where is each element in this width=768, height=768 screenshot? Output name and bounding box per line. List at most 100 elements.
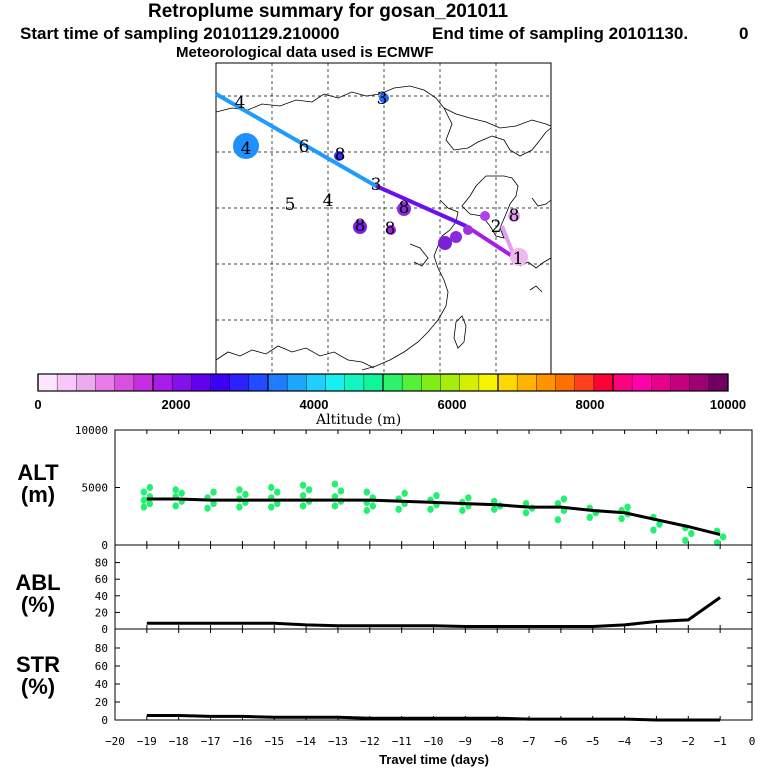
x-axis-label: Travel time (days) (379, 752, 489, 767)
map-day-label: 8 (335, 145, 346, 165)
coast-korea (461, 175, 519, 239)
altitude-point (146, 500, 154, 508)
map-day-label: 3 (377, 89, 388, 109)
colorbar-frame (37, 373, 729, 392)
altitude-point (210, 488, 217, 496)
trajectory-segment (464, 224, 514, 258)
altitude-point (433, 491, 440, 500)
altitude-point (178, 489, 185, 497)
altitude-point (491, 497, 498, 505)
panel-frame (114, 429, 753, 546)
y-tick-label: 60 (95, 660, 108, 673)
colorbar-swatch (708, 374, 729, 391)
x-tick-label: −16 (232, 735, 252, 748)
border-south (215, 345, 375, 369)
y-tick-label: 0 (101, 539, 108, 552)
sampling-end-suffix: 0 (739, 24, 749, 43)
x-tick-label: −14 (296, 735, 316, 748)
x-tick-label: −12 (360, 735, 380, 748)
colorbar-swatch (287, 374, 307, 391)
plume-clusters (233, 93, 528, 266)
map-day-label: 8 (355, 216, 366, 236)
colorbar-swatch (133, 374, 154, 391)
cluster-circle (508, 210, 520, 222)
x-tick-label: −17 (201, 735, 221, 748)
altitude-point (204, 504, 211, 512)
colorbar-swatch (478, 374, 499, 391)
y-tick-label: 80 (95, 642, 108, 655)
altitude-point (465, 494, 472, 502)
x-tick-label: −19 (137, 735, 157, 748)
altitude-point (624, 503, 631, 511)
altitude-point (172, 502, 179, 510)
colorbar-swatch (383, 374, 403, 391)
y-tick-label: 40 (95, 678, 108, 691)
colorbar-swatch (229, 374, 250, 391)
altitude-point (299, 502, 307, 510)
panel-abl: ABL(%) 0 20 40 60 80 (15, 544, 753, 636)
met-data-note: Meteorological data used is ECMWF (176, 44, 434, 61)
x-tick-label: 0 (749, 735, 756, 748)
panel-unit: (%) (21, 674, 55, 699)
colorbar-swatch (325, 374, 346, 391)
altitude-point (274, 488, 281, 496)
cluster-circle (450, 231, 462, 243)
altitude-point (363, 488, 370, 496)
x-tick-label: −13 (328, 735, 348, 748)
colorbar-tick-label: 4000 (300, 397, 329, 412)
altitude-point (560, 495, 568, 503)
x-tick-label: −10 (424, 735, 444, 748)
colorbar-swatch (38, 374, 58, 391)
altitude-point (337, 487, 345, 495)
time-series-panels: ALT(m)0500010000ABL(%)020406080STR(%)020… (15, 424, 755, 767)
altitude-point (140, 496, 148, 504)
panel-frame (114, 628, 753, 721)
panel-label: STR (16, 652, 60, 677)
panel-alt: ALT(m) 0 5000 10000 (17, 424, 753, 552)
altitude-point (242, 490, 249, 498)
altitude-point (299, 491, 307, 500)
colorbar-swatch (689, 374, 710, 391)
altitude-point (369, 502, 376, 510)
altitude-colorbar: 0 2000 4000 6000 8000 10000 (34, 373, 746, 412)
colorbar-swatch (210, 374, 231, 391)
panel-unit: (%) (21, 592, 55, 617)
x-tick-label: −6 (554, 735, 567, 748)
colorbar-swatch (574, 374, 595, 391)
altitude-point (140, 488, 148, 496)
colorbar-swatch (95, 374, 116, 391)
map-day-label: 3 (371, 175, 382, 195)
x-tick-label: −1 (714, 735, 727, 748)
map-day-label: 2 (491, 217, 502, 237)
retroplume-trajectory (215, 92, 516, 258)
y-tick-label: 60 (95, 573, 108, 586)
coast-yangtze (409, 243, 429, 267)
colorbar-swatch (459, 374, 480, 391)
map-day-label: 6 (299, 137, 310, 157)
y-tick-label: 5000 (82, 482, 109, 495)
panel-unit: (m) (21, 482, 55, 507)
x-tick-label: −18 (169, 735, 189, 748)
coast-islands (529, 285, 543, 293)
altitude-point (554, 500, 562, 508)
altitude-point (586, 513, 593, 522)
colorbar-swatch (632, 374, 652, 391)
map-coastlines (215, 85, 552, 371)
altitude-point (656, 520, 663, 528)
colorbar-swatch (421, 374, 441, 391)
cluster-circle (334, 151, 344, 161)
cluster-circle (397, 202, 411, 216)
map-day-label: 4 (235, 93, 246, 113)
border-manchuria (443, 107, 552, 157)
colorbar-swatch (498, 374, 518, 391)
altitude-point (210, 500, 217, 508)
colorbar-swatch (114, 374, 135, 391)
colorbar-tick-label: 0 (34, 397, 41, 412)
series-line (146, 497, 721, 537)
altitude-point (146, 483, 154, 492)
altitude-point (363, 506, 370, 515)
border-mongolia (215, 85, 552, 129)
map-day-label: 4 (323, 191, 334, 211)
